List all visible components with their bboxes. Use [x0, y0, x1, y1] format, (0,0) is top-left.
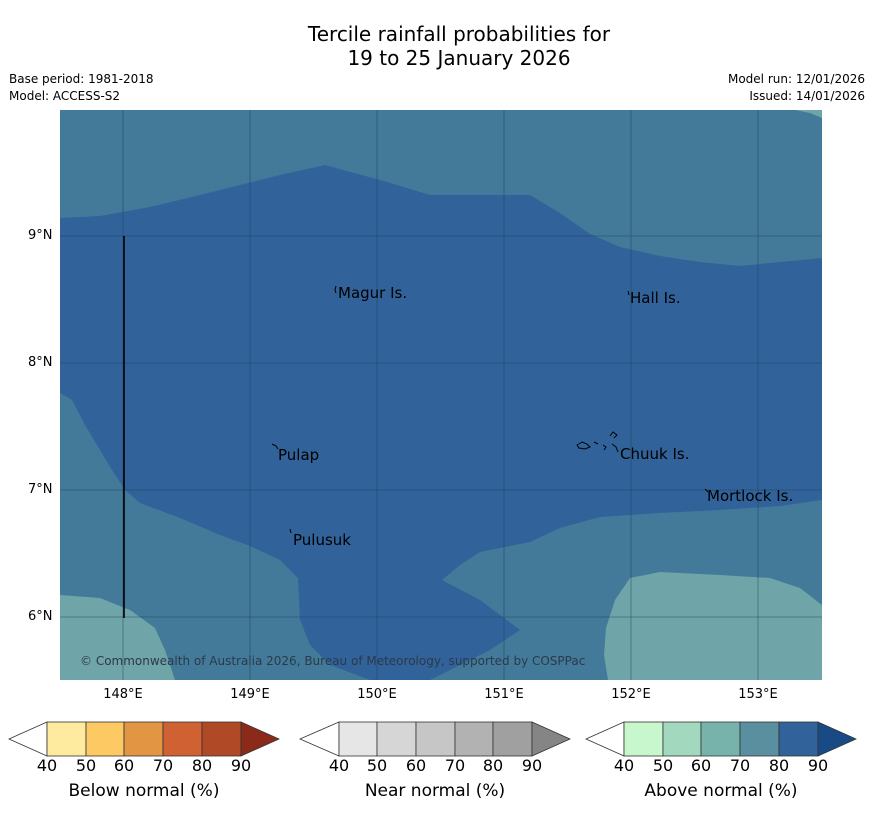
near-tick: 60 [406, 756, 426, 775]
meta-left: Base period: 1981-2018 Model: ACCESS-S2 [9, 71, 154, 105]
above-tick: 90 [808, 756, 828, 775]
near-tick: 40 [329, 756, 349, 775]
near-tick: 80 [483, 756, 503, 775]
above-tick: 70 [730, 756, 750, 775]
near-tick: 90 [522, 756, 542, 775]
graticule [60, 110, 822, 680]
below-tick: 80 [192, 756, 212, 775]
lon-label-148e: 148°E [103, 687, 143, 702]
title-line-2: 19 to 25 January 2026 [347, 46, 571, 70]
lat-label-7n: 7°N [28, 482, 53, 497]
colorbar-above [585, 721, 857, 757]
model-run: Model run: 12/01/2026 [727, 72, 865, 86]
issued-date: Issued: 14/01/2026 [749, 89, 865, 103]
colorbar-below-label: Below normal (%) [68, 781, 220, 801]
chart-title: Tercile rainfall probabilities for 19 to… [0, 22, 873, 70]
lon-label-149e: 149°E [230, 687, 270, 702]
below-tick: 60 [114, 756, 134, 775]
colorbar-below [8, 721, 280, 757]
above-tick: 80 [769, 756, 789, 775]
place-magur: Magur Is. [338, 284, 407, 302]
near-tick: 50 [367, 756, 387, 775]
title-line-1: Tercile rainfall probabilities for [307, 22, 611, 46]
below-tick: 70 [153, 756, 173, 775]
place-chuuk: Chuuk Is. [620, 445, 689, 463]
below-tick: 90 [231, 756, 251, 775]
lon-label-153e: 153°E [738, 687, 778, 702]
model-name: Model: ACCESS-S2 [9, 89, 121, 103]
colorbar-near-label: Near normal (%) [364, 781, 506, 801]
above-tick: 40 [614, 756, 634, 775]
colorbar-above-label: Above normal (%) [644, 781, 798, 801]
island-outlines [271, 285, 709, 534]
place-hall: Hall Is. [630, 289, 681, 307]
base-period: Base period: 1981-2018 [9, 72, 154, 86]
above-80-90-region [60, 165, 822, 680]
meta-right: Model run: 12/01/2026 Issued: 14/01/2026 [728, 71, 865, 105]
lon-label-151e: 151°E [484, 687, 524, 702]
below-tick: 40 [37, 756, 57, 775]
lat-label-9n: 9°N [28, 228, 53, 243]
above-60-70-region-se [604, 572, 822, 680]
place-mortlock: Mortlock Is. [707, 487, 793, 505]
place-pulusuk: Pulusuk [293, 531, 351, 549]
lon-label-152e: 152°E [611, 687, 651, 702]
above-60-70-region-ne [795, 110, 822, 118]
copyright-note: © Commonwealth of Australia 2026, Bureau… [80, 654, 585, 668]
near-tick: 70 [445, 756, 465, 775]
lon-label-150e: 150°E [357, 687, 397, 702]
below-tick: 50 [76, 756, 96, 775]
place-pulap: Pulap [278, 446, 319, 464]
lat-label-6n: 6°N [28, 609, 53, 624]
above-60-70-region-sw [60, 595, 175, 680]
above-tick: 50 [653, 756, 673, 775]
colorbar-near [298, 721, 571, 757]
lat-label-8n: 8°N [28, 355, 53, 370]
above-tick: 60 [691, 756, 711, 775]
